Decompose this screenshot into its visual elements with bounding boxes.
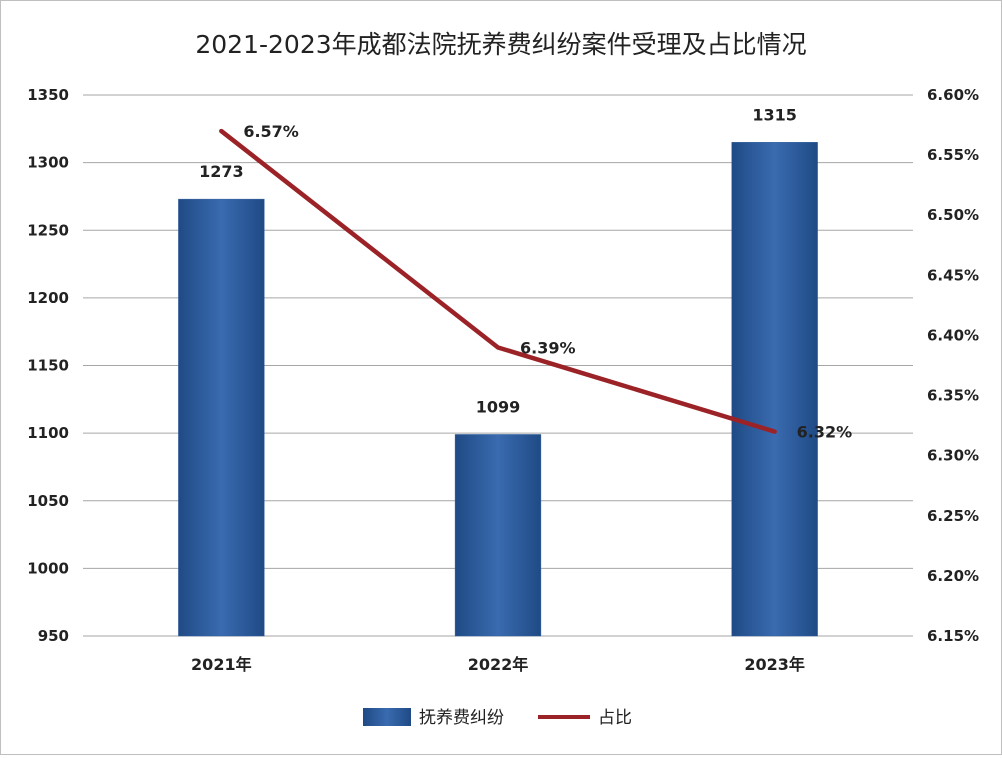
y-right-tick-label: 6.25% (927, 507, 979, 525)
y-right-tick-label: 6.45% (927, 266, 979, 284)
bar-data-label: 1273 (199, 162, 244, 181)
bar (178, 198, 265, 637)
left-axis: 950 1000 1050 1100 1150 1200 1250 1300 1350 (27, 86, 69, 645)
line-series-path (219, 128, 777, 434)
y-right-tick-label: 6.55% (927, 146, 979, 164)
legend-bar-swatch (363, 708, 411, 726)
y-left-tick-label: 950 (38, 627, 69, 645)
bar (454, 434, 542, 637)
bar-data-label: 1099 (476, 397, 521, 416)
right-axis: 6.15% 6.20% 6.25% 6.30% 6.35% 6.40% 6.45% 6.50%… (927, 86, 979, 645)
x-tick-label: 2023年 (744, 655, 805, 674)
line-data-label: 6.32% (797, 423, 853, 442)
y-left-tick-label: 1150 (27, 357, 69, 375)
legend-label-line: 占比 (598, 708, 632, 728)
line-series: 6.57% 6.39% 6.32% (219, 122, 853, 442)
line-data-label: 6.57% (243, 122, 299, 141)
y-right-tick-label: 6.30% (927, 447, 979, 465)
legend: 抚养费纠纷 占比 (363, 708, 632, 728)
x-tick-label: 2022年 (468, 655, 529, 674)
category-axis: 2021年 2022年 2023年 (191, 655, 805, 674)
bar (731, 142, 818, 637)
bar-data-label: 1315 (752, 105, 797, 124)
y-left-tick-label: 1300 (27, 154, 69, 172)
y-left-tick-label: 1350 (27, 86, 69, 104)
y-left-tick-label: 1200 (27, 289, 69, 307)
y-right-tick-label: 6.20% (927, 567, 979, 585)
legend-label-bar: 抚养费纠纷 (419, 708, 504, 728)
y-right-tick-label: 6.60% (927, 86, 979, 104)
y-left-tick-label: 1250 (27, 221, 69, 239)
y-right-tick-label: 6.15% (927, 627, 979, 645)
y-left-tick-label: 1050 (27, 492, 69, 510)
line-data-label: 6.39% (520, 338, 576, 357)
x-tick-label: 2021年 (191, 655, 252, 674)
y-right-tick-label: 6.40% (927, 326, 979, 344)
y-right-tick-label: 6.50% (927, 206, 979, 224)
y-right-tick-label: 6.35% (927, 387, 979, 405)
y-left-tick-label: 1100 (27, 424, 69, 442)
chart-title: 2021-2023年成都法院抚养费纠纷案件受理及占比情况 (195, 30, 806, 59)
bar-series: 1273 1099 1315 (178, 105, 818, 637)
y-left-tick-label: 1000 (27, 559, 69, 577)
